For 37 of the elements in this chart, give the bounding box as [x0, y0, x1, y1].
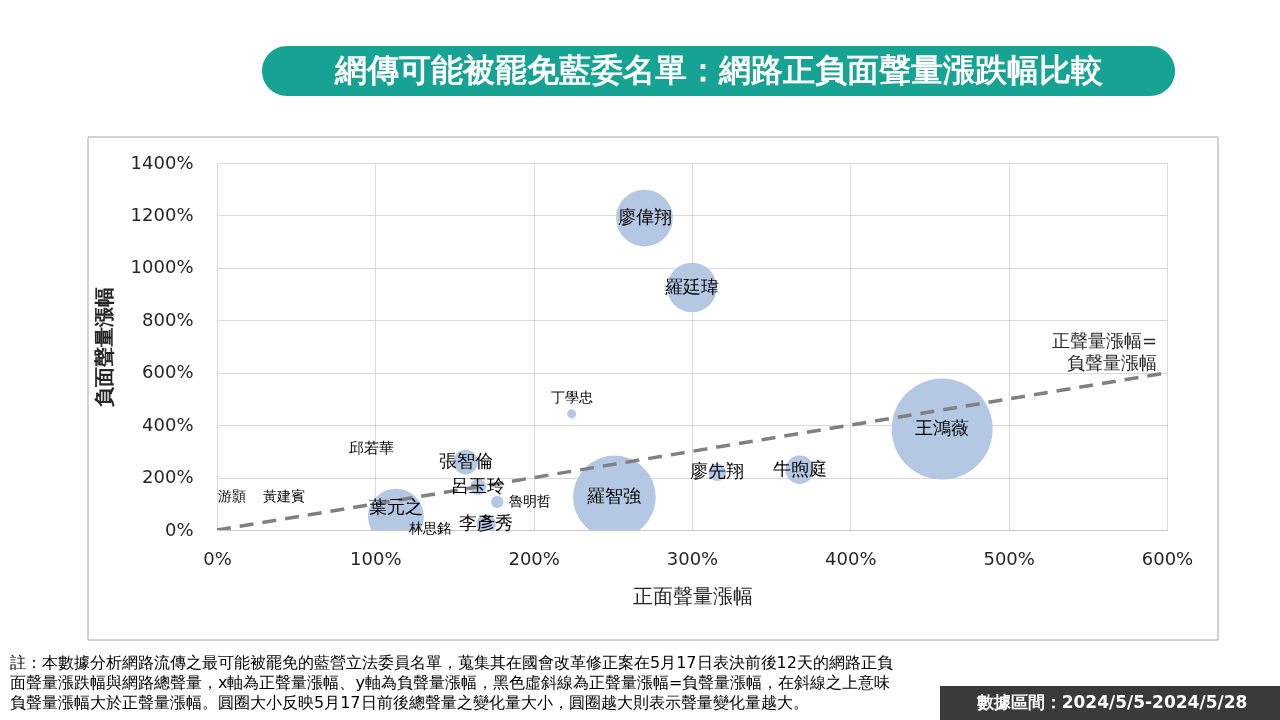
series-label: 正聲量漲幅=負聲量漲幅 [1051, 329, 1157, 373]
data-label: 呂玉玲 [451, 475, 506, 497]
data-label: 廖先翔 [690, 460, 745, 482]
x-tick-label: 400% [825, 547, 877, 569]
x-tick-label: 100% [350, 547, 402, 569]
text: 數據區間：2024/5/5-2024/5/28 [975, 692, 1248, 712]
annotation: 游顥 [218, 488, 246, 504]
data-label: 葉元之 [368, 495, 423, 517]
annotation: 黃建賓 [263, 488, 305, 504]
y-tick-label: 800% [142, 308, 194, 330]
chart-title: 網傳可能被罷免藍委名單：網路正負面聲量漲跌幅比較 [333, 51, 1103, 89]
data-label: 丁學忠 [550, 388, 593, 405]
data-label: 李彥秀 [459, 511, 514, 533]
data-label: 張智倫 [438, 450, 493, 472]
y-tick-label: 1000% [130, 256, 194, 278]
text: 註：本數據分析網路流傳之最可能被罷免的藍營立法委員名單，蒐集其在國會改革修正案在5月17日表決前後12天的網路正負面聲量漲跌幅與網路總聲量，x軸為正聲量漲幅、y軸為負聲量漲幅，黑色虛斜線為正聲量漲幅=負聲量漲幅，在斜線之上意味負聲量漲幅大於正聲量漲幅。圓圈大小反映5月17日前後總聲量之變化量大小，圓圈越大則表示聲量變化量越大。 [10, 653, 893, 712]
x-axis-title: 正面聲量漲幅 [632, 583, 753, 608]
y-tick-label: 1400% [130, 151, 194, 173]
y-axis-title: 負面聲量漲幅 [91, 287, 116, 407]
y-tick-label: 0% [164, 518, 194, 540]
y-tick-label: 600% [142, 361, 194, 383]
x-tick-label: 600% [1141, 547, 1194, 569]
data-label: 牛煦庭 [772, 457, 827, 479]
data-label: 廖偉翔 [617, 206, 672, 228]
x-tick-label: 200% [508, 547, 560, 569]
y-tick-label: 400% [142, 413, 194, 435]
y-tick-label: 200% [142, 466, 194, 488]
data-label: 羅廷瑋 [665, 275, 719, 297]
data-label: 魯明哲 [509, 492, 552, 509]
x-tick-label: 500% [983, 547, 1035, 569]
x-tick-label: 0% [203, 547, 232, 569]
y-tick-label: 1200% [130, 203, 194, 225]
x-tick-label: 300% [666, 547, 719, 569]
annotation: 邱若華 [348, 439, 394, 457]
annotation: 林思銘 [408, 520, 451, 536]
data-label: 王鴻薇 [915, 417, 970, 439]
data-label: 羅智強 [587, 484, 642, 506]
